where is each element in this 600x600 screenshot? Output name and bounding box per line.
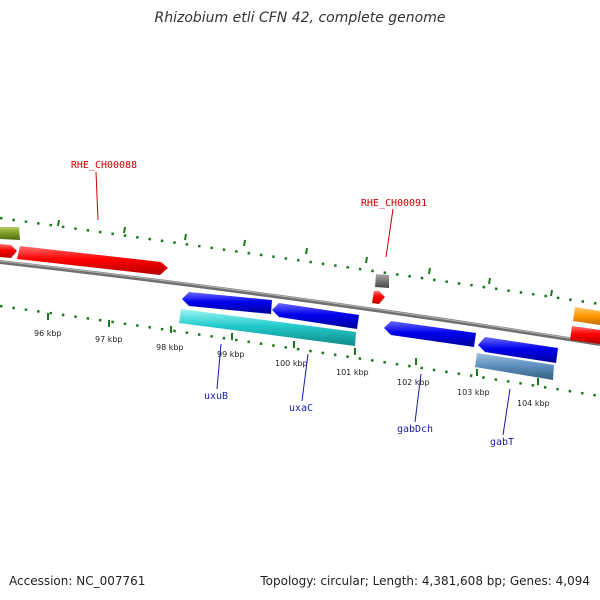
scale-label-100: 100 kbp [275, 359, 308, 368]
map-title: Rhizobium etli CFN 42, complete genome [154, 10, 446, 26]
inner-tick-track [0, 304, 600, 398]
leader-uxac [301, 353, 309, 402]
outer-tick [243, 239, 246, 247]
outer-tick [550, 289, 553, 297]
outer-tick [57, 219, 60, 227]
gene-label-uxub[interactable]: uxuB [204, 391, 228, 402]
scale-label-102: 102 kbp [397, 378, 430, 387]
gene-cyan[interactable] [179, 309, 356, 346]
scale-label-101: 101 kbp [336, 368, 369, 377]
scale-label-96: 96 kbp [34, 329, 62, 338]
gene-label-rhe-ch00088[interactable]: RHE_CH00088 [71, 160, 137, 171]
gene-steel[interactable] [475, 353, 554, 380]
outer-tick [488, 277, 491, 285]
accession-text: Accession: NC_007761 [9, 574, 146, 588]
scale-label-99: 99 kbp [217, 350, 245, 359]
scale-label-97: 97 kbp [95, 335, 123, 344]
gene-grey-small[interactable] [375, 274, 389, 288]
gene-red-long[interactable] [17, 246, 168, 275]
leader-rhe-ch00091 [385, 208, 394, 258]
outer-tick [123, 226, 126, 234]
gene-blue-4[interactable] [478, 337, 558, 363]
scale-label-104: 104 kbp [517, 399, 550, 408]
gene-red-right[interactable] [570, 326, 600, 344]
scale-label-103: 103 kbp [457, 388, 490, 397]
leader-gabt [502, 388, 511, 436]
gene-label-gabt[interactable]: gabT [490, 437, 514, 448]
leader-rhe-ch00088 [95, 171, 99, 221]
gene-label-rhe-ch00091[interactable]: RHE_CH00091 [361, 198, 427, 209]
outer-tick [428, 267, 431, 275]
outer-tick-track [0, 216, 600, 306]
gene-red-small[interactable] [372, 291, 385, 304]
gene-label-uxac[interactable]: uxaC [289, 403, 313, 414]
leader-gabdch [414, 373, 422, 423]
leader-uxub [216, 343, 222, 390]
scale-label-98: 98 kbp [156, 343, 184, 352]
scale-labels: 96 kbp 97 kbp 98 kbp 99 kbp 100 kbp 101 … [34, 329, 550, 408]
outer-tick [184, 233, 187, 241]
gene-red-left[interactable] [0, 244, 17, 258]
gene-orange[interactable] [573, 307, 600, 325]
gene-blue-3[interactable] [384, 321, 476, 347]
genome-stats-text: Topology: circular; Length: 4,381,608 bp… [260, 574, 590, 588]
genome-backbone [0, 260, 600, 346]
gene-label-gabdch[interactable]: gabDch [397, 424, 433, 435]
gene-blue-1[interactable] [182, 292, 272, 314]
gene-blue-2[interactable] [272, 303, 359, 329]
outer-tick [365, 256, 368, 264]
gene-olive[interactable] [0, 227, 20, 240]
outer-tick [305, 247, 308, 255]
